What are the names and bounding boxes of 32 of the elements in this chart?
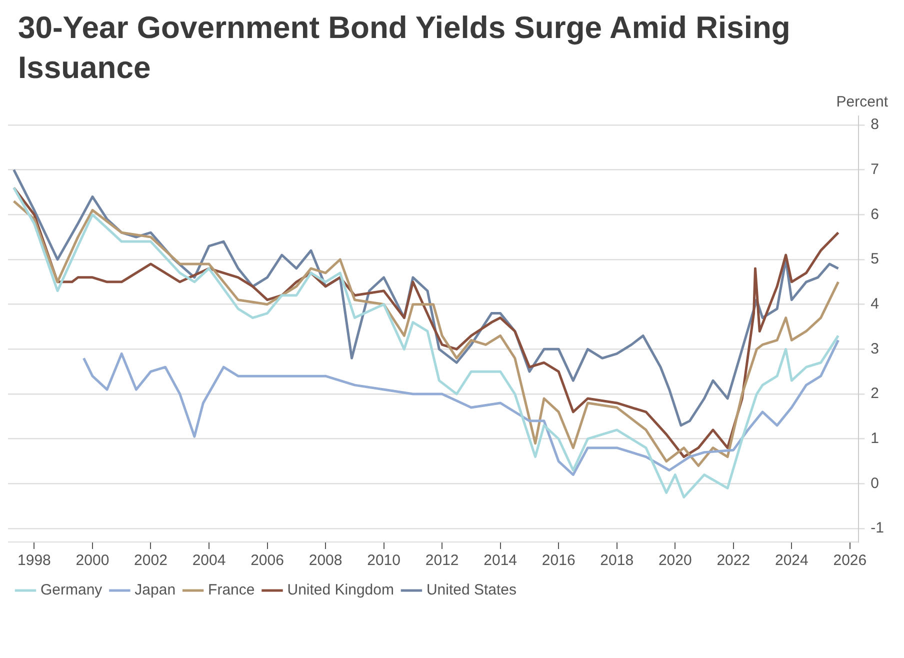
x-tick-label: 2002 [134,552,168,570]
x-tick-label: 2018 [600,552,634,570]
legend-label: Japan [134,582,176,599]
y-tick-label: 3 [870,340,880,358]
x-tick-label: 2008 [308,552,342,570]
x-tick-label: 2004 [192,552,226,570]
y-axis-title: Percent [836,94,889,111]
x-tick-label: 2022 [716,552,750,570]
x-tick-label: 2012 [425,552,459,570]
y-tick-label: -1 [870,520,884,537]
x-tick-label: 2000 [76,552,110,570]
x-tick-label: 2006 [250,552,284,570]
chart-title: 30-Year Government Bond Yields Surge Amid Rising Issuance [18,9,792,87]
legend-label: United States [426,582,517,599]
y-tick-label: 4 [870,295,880,312]
y-tick-label: 1 [870,430,880,448]
y-tick-label: 0 [870,474,880,492]
x-tick-label: 2026 [833,552,867,570]
y-tick-label: 2 [870,385,880,402]
legend-label: United Kingdom [287,582,394,599]
x-tick-label: 2020 [658,552,692,570]
y-tick-label: 5 [870,250,880,268]
y-tick-label: 6 [870,206,880,223]
x-tick-label: 2024 [774,552,808,570]
y-tick-label: 7 [870,160,880,178]
x-tick-label: 2014 [484,552,518,570]
legend-label: Germany [40,582,103,599]
legend-label: France [208,582,255,599]
x-tick-label: 1998 [18,552,51,570]
y-tick-label: 8 [870,116,880,134]
x-tick-label: 2016 [542,552,576,570]
x-tick-label: 2010 [367,552,400,570]
